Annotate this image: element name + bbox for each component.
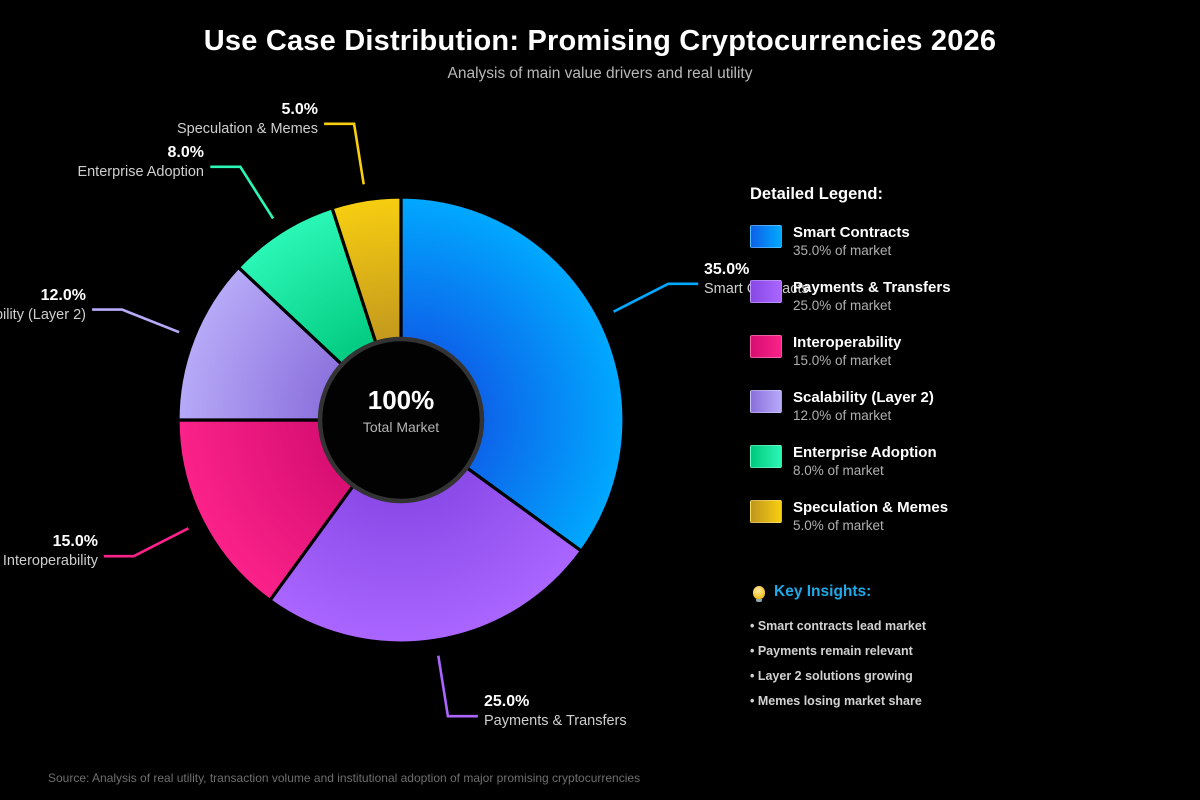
slice-callout-speculation-memes: 5.0% Speculation & Memes [177,100,318,139]
legend-row-smart-contracts: Smart Contracts 35.0% of market [750,223,910,259]
legend-label: Smart Contracts [793,224,910,241]
legend-label: Interoperability [793,334,902,351]
insights-title: Key Insights: [753,583,872,602]
leader-line-speculation-memes [324,122,365,185]
callout-percent: 15.0% [52,533,98,550]
callout-percent: 8.0% [167,144,204,161]
slice-callout-enterprise-adoption: 8.0% Enterprise Adoption [77,143,204,182]
legend-sub: 35.0% of market [793,243,892,258]
callout-percent: 25.0% [484,693,530,710]
callout-label: Speculation & Memes [176,121,318,137]
slice-callout-scalability-layer-2: 12.0% Scalability (Layer 2) [0,286,86,325]
donut-hole [317,336,485,504]
legend-swatch-interoperability [750,335,782,358]
donut-center: 100% Total Market [301,387,501,436]
lightbulb-icon [753,585,765,602]
pie-slice-payments-transfers [267,417,584,645]
center-total-label: Total Market [362,419,440,435]
legend-text: Payments & Transfers 25.0% of market [793,278,951,314]
legend-row-speculation-memes: Speculation & Memes 5.0% of market [750,498,948,534]
page-subtitle: Analysis of main value drivers and real … [447,65,753,82]
leader-line-interoperability [103,527,189,558]
callout-label: Scalability (Layer 2) [0,307,86,323]
legend-title: Detailed Legend: [750,185,883,203]
legend-swatch-enterprise-adoption [750,445,782,468]
leader-line-payments-transfers [437,655,478,718]
legend-swatch-scalability-layer-2 [750,390,782,413]
leader-line-enterprise-adoption [210,165,275,220]
insight-item-4: • Memes losing market share [750,694,922,708]
leader-line-smart-contracts [613,282,699,313]
legend-sub: 5.0% of market [793,518,884,533]
legend-sub: 15.0% of market [793,353,892,368]
legend-text: Interoperability 15.0% of market [793,333,901,369]
callout-percent: 35.0% [704,261,750,278]
slice-callout-interoperability: 15.0% Interoperability [3,532,98,571]
legend-row-payments-transfers: Payments & Transfers 25.0% of market [750,278,951,314]
legend-swatch-payments-transfers [750,280,782,303]
legend-sub: 12.0% of market [793,408,892,423]
legend-text: Scalability (Layer 2) 12.0% of market [793,388,934,424]
legend-label: Speculation & Memes [793,499,949,516]
callout-label: Interoperability [2,553,98,569]
page-title: Use Case Distribution: Promising Cryptoc… [203,25,997,57]
legend-row-interoperability: Interoperability 15.0% of market [750,333,901,369]
legend-row-scalability-layer-2: Scalability (Layer 2) 12.0% of market [750,388,934,424]
legend-text: Smart Contracts 35.0% of market [793,223,910,259]
center-total-value: 100% [367,385,435,415]
legend-text: Speculation & Memes 5.0% of market [793,498,948,534]
legend-text: Enterprise Adoption 8.0% of market [793,443,937,479]
pie-slice-smart-contracts [399,195,626,554]
insight-item-1: • Smart contracts lead market [750,619,926,633]
insight-item-2: • Payments remain relevant [750,644,913,658]
callout-percent: 5.0% [281,101,318,118]
legend-sub: 25.0% of market [793,298,892,313]
legend-swatch-speculation-memes [750,500,782,523]
legend-label: Scalability (Layer 2) [793,389,934,406]
slice-callout-payments-transfers: 25.0% Payments & Transfers [484,692,627,731]
callout-label: Enterprise Adoption [77,164,204,180]
insight-item-3: • Layer 2 solutions growing [750,669,913,683]
legend-swatch-smart-contracts [750,225,782,248]
insights-title-text: Key Insights: [774,583,872,600]
leader-line-scalability-layer-2 [92,308,180,334]
legend-label: Payments & Transfers [793,279,951,296]
legend-row-enterprise-adoption: Enterprise Adoption 8.0% of market [750,443,937,479]
source-note: Source: Analysis of real utility, transa… [48,771,641,785]
legend-sub: 8.0% of market [793,463,884,478]
callout-percent: 12.0% [40,287,86,304]
legend-label: Enterprise Adoption [793,444,937,461]
callout-label: Payments & Transfers [484,713,627,729]
